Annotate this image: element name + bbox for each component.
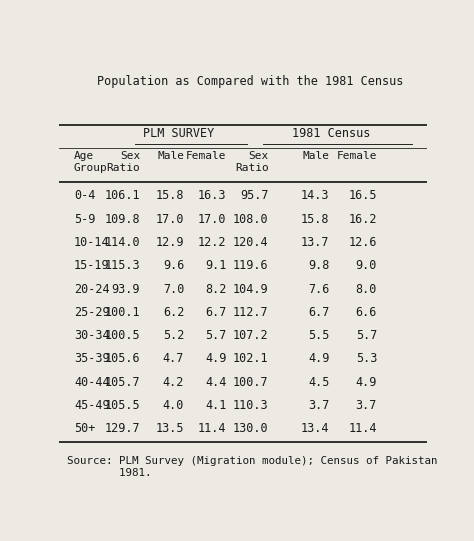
Text: Sex
Ratio: Sex Ratio (106, 151, 140, 173)
Text: Female: Female (186, 151, 227, 161)
Text: 95.7: 95.7 (240, 189, 269, 202)
Text: PLM SURVEY: PLM SURVEY (143, 128, 214, 141)
Text: 114.0: 114.0 (104, 236, 140, 249)
Text: 25-29: 25-29 (74, 306, 109, 319)
Text: Male: Male (157, 151, 184, 161)
Text: 9.0: 9.0 (356, 259, 377, 272)
Text: 15.8: 15.8 (301, 213, 329, 226)
Text: 4.1: 4.1 (205, 399, 227, 412)
Text: 3.7: 3.7 (356, 399, 377, 412)
Text: 0-4: 0-4 (74, 189, 95, 202)
Text: 14.3: 14.3 (301, 189, 329, 202)
Text: 13.4: 13.4 (301, 423, 329, 436)
Text: 12.6: 12.6 (348, 236, 377, 249)
Text: Female: Female (337, 151, 377, 161)
Text: 105.5: 105.5 (104, 399, 140, 412)
Text: 4.0: 4.0 (163, 399, 184, 412)
Text: Population as Compared with the 1981 Census: Population as Compared with the 1981 Cen… (97, 75, 403, 88)
Text: 120.4: 120.4 (233, 236, 269, 249)
Text: 4.9: 4.9 (356, 376, 377, 389)
Text: 4.5: 4.5 (308, 376, 329, 389)
Text: 106.1: 106.1 (104, 189, 140, 202)
Text: 16.3: 16.3 (198, 189, 227, 202)
Text: 13.7: 13.7 (301, 236, 329, 249)
Text: 102.1: 102.1 (233, 353, 269, 366)
Text: 100.7: 100.7 (233, 376, 269, 389)
Text: 8.2: 8.2 (205, 282, 227, 295)
Text: 7.6: 7.6 (308, 282, 329, 295)
Text: 5.5: 5.5 (308, 329, 329, 342)
Text: 110.3: 110.3 (233, 399, 269, 412)
Text: 9.1: 9.1 (205, 259, 227, 272)
Text: 35-39: 35-39 (74, 353, 109, 366)
Text: 8.0: 8.0 (356, 282, 377, 295)
Text: 3.7: 3.7 (308, 399, 329, 412)
Text: 11.4: 11.4 (348, 423, 377, 436)
Text: 129.7: 129.7 (104, 423, 140, 436)
Text: 6.2: 6.2 (163, 306, 184, 319)
Text: 16.5: 16.5 (348, 189, 377, 202)
Text: 6.7: 6.7 (308, 306, 329, 319)
Text: 6.6: 6.6 (356, 306, 377, 319)
Text: 17.0: 17.0 (198, 213, 227, 226)
Text: 4.2: 4.2 (163, 376, 184, 389)
Text: Source: PLM Survey (Migration module); Census of Pakistan
        1981.: Source: PLM Survey (Migration module); C… (66, 457, 437, 478)
Text: 16.2: 16.2 (348, 213, 377, 226)
Text: 12.9: 12.9 (155, 236, 184, 249)
Text: 5.3: 5.3 (356, 353, 377, 366)
Text: 6.7: 6.7 (205, 306, 227, 319)
Text: 10-14: 10-14 (74, 236, 109, 249)
Text: 45-49: 45-49 (74, 399, 109, 412)
Text: 12.2: 12.2 (198, 236, 227, 249)
Text: 4.9: 4.9 (308, 353, 329, 366)
Text: 4.7: 4.7 (163, 353, 184, 366)
Text: 105.6: 105.6 (104, 353, 140, 366)
Text: 5.7: 5.7 (205, 329, 227, 342)
Text: 104.9: 104.9 (233, 282, 269, 295)
Text: Age
Group: Age Group (74, 151, 108, 173)
Text: 5-9: 5-9 (74, 213, 95, 226)
Text: 15-19: 15-19 (74, 259, 109, 272)
Text: 20-24: 20-24 (74, 282, 109, 295)
Text: 100.1: 100.1 (104, 306, 140, 319)
Text: 5.2: 5.2 (163, 329, 184, 342)
Text: 13.5: 13.5 (155, 423, 184, 436)
Text: 119.6: 119.6 (233, 259, 269, 272)
Text: 7.0: 7.0 (163, 282, 184, 295)
Text: 107.2: 107.2 (233, 329, 269, 342)
Text: 11.4: 11.4 (198, 423, 227, 436)
Text: Male: Male (302, 151, 329, 161)
Text: 4.4: 4.4 (205, 376, 227, 389)
Text: 93.9: 93.9 (111, 282, 140, 295)
Text: 4.9: 4.9 (205, 353, 227, 366)
Text: 9.6: 9.6 (163, 259, 184, 272)
Text: 100.5: 100.5 (104, 329, 140, 342)
Text: 9.8: 9.8 (308, 259, 329, 272)
Text: Sex
Ratio: Sex Ratio (235, 151, 269, 173)
Text: 1981 Census: 1981 Census (292, 128, 370, 141)
Text: 108.0: 108.0 (233, 213, 269, 226)
Text: 112.7: 112.7 (233, 306, 269, 319)
Text: 115.3: 115.3 (104, 259, 140, 272)
Text: 50+: 50+ (74, 423, 95, 436)
Text: 109.8: 109.8 (104, 213, 140, 226)
Text: 105.7: 105.7 (104, 376, 140, 389)
Text: 17.0: 17.0 (155, 213, 184, 226)
Text: 30-34: 30-34 (74, 329, 109, 342)
Text: 5.7: 5.7 (356, 329, 377, 342)
Text: 15.8: 15.8 (155, 189, 184, 202)
Text: 40-44: 40-44 (74, 376, 109, 389)
Text: 130.0: 130.0 (233, 423, 269, 436)
